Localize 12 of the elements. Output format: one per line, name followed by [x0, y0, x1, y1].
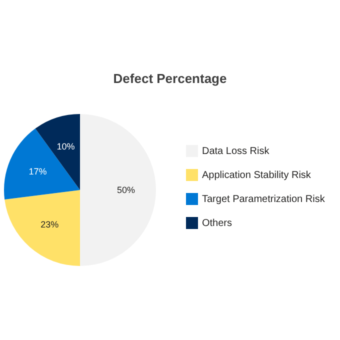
legend-label: Others [202, 218, 232, 229]
legend-label: Application Stability Risk [202, 170, 312, 181]
data-label: 10% [56, 141, 75, 152]
data-label: 50% [116, 185, 136, 195]
pie-slice [80, 114, 156, 266]
legend-label: Data Loss Risk [202, 146, 270, 157]
pie-slice [4, 190, 80, 266]
data-label: 23% [40, 220, 59, 230]
chart-title: Defect Percentage [113, 71, 227, 86]
legend-label: Target Parametrization Risk [202, 194, 326, 205]
pie-slice [4, 128, 80, 200]
data-label: 17% [28, 166, 47, 177]
